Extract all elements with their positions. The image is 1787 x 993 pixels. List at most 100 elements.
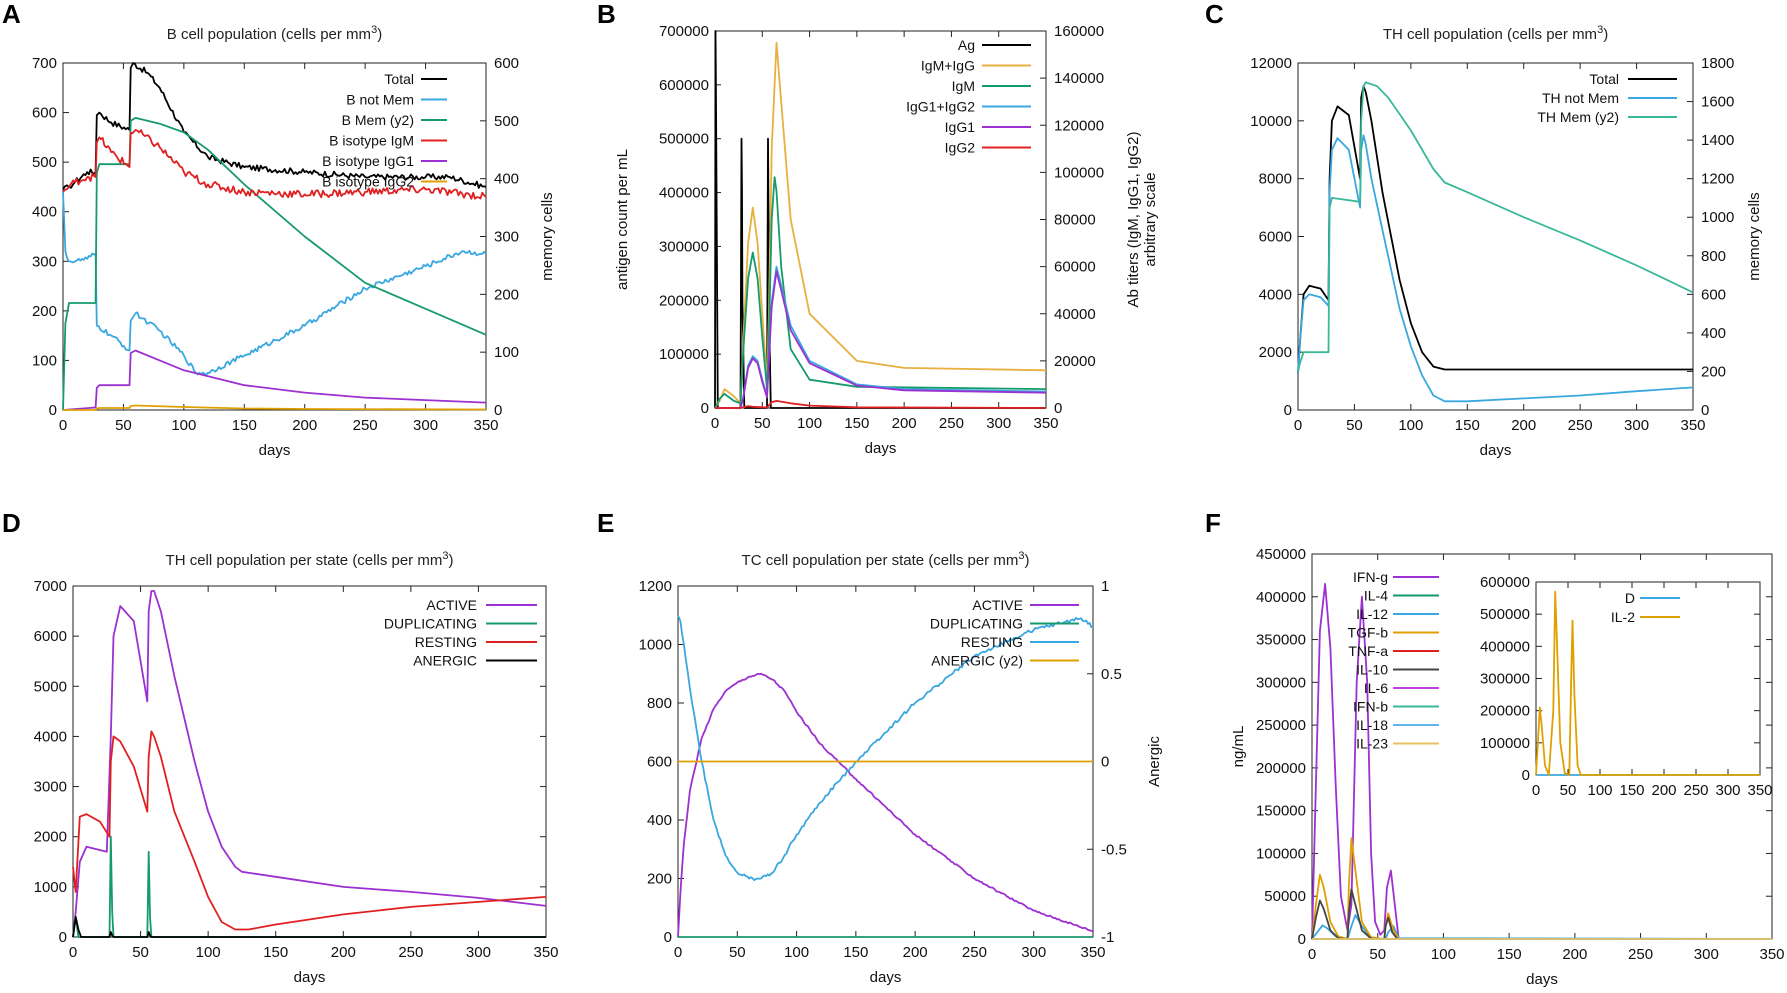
panel-f-x-tick-label: 250 — [1628, 946, 1653, 963]
panel-f-legend-label: IL-4 — [1364, 588, 1388, 604]
panel-e-x-tick-label: 350 — [1080, 944, 1105, 961]
panel-c-legend-label: TH Mem (y2) — [1537, 109, 1619, 125]
panel-a-series-total — [62, 62, 487, 190]
panel-f-inset-y-tick-label: 300000 — [1480, 671, 1530, 688]
panel-c-y2-tick-label: 200 — [1701, 363, 1726, 380]
panel-f-inset-legend-label: IL-2 — [1611, 609, 1635, 625]
panel-d-x-axis-label: days — [294, 969, 326, 986]
panel-a-y-tick-label: 700 — [32, 55, 57, 72]
panel-d-x-tick-label: 150 — [263, 944, 288, 961]
panel-a-legend-label: B Mem (y2) — [342, 112, 414, 128]
panel-c: C TH cell population (cells per mm3) 0 50 10… — [1205, 0, 1763, 459]
panel-e-y-tick-label: 600 — [647, 754, 672, 771]
panel-f-inset-x-tick-label: 200 — [1651, 782, 1676, 799]
panel-b-y2-tick-label: 160000 — [1054, 23, 1104, 40]
panel-f-y-tick-label: 50000 — [1264, 888, 1306, 905]
panel-a-y2-tick-label: 300 — [494, 229, 519, 246]
panel-d-series-anergic — [72, 916, 546, 938]
panel-b-series-igg2 — [715, 400, 1047, 409]
panel-a-y2-tick-label: 600 — [494, 55, 519, 72]
panel-c-y-tick-label: 10000 — [1250, 113, 1292, 130]
panel-f-inset-y-tick-label: 100000 — [1480, 735, 1530, 752]
panel-c-x-tick-label: 300 — [1624, 417, 1649, 434]
panel-b-y2-tick-label: 100000 — [1054, 164, 1104, 181]
panel-b-y-tick-label: 300000 — [659, 238, 709, 255]
panel-b-legend-label: IgM — [952, 78, 975, 94]
panel-e-x-tick-label: 250 — [962, 944, 987, 961]
panel-b-x-tick-label: 150 — [844, 415, 869, 432]
panel-b-series-igg1 — [715, 270, 1047, 409]
panel-a-title: B cell population (cells per mm3) — [167, 24, 382, 43]
panel-a-y2-tick-label: 500 — [494, 113, 519, 130]
panel-f-inset-y-tick-label: 500000 — [1480, 606, 1530, 623]
panel-b-series-igm — [714, 176, 1047, 409]
panel-b-y-tick-label: 200000 — [659, 292, 709, 309]
panel-b-y-tick-label: 100000 — [659, 346, 709, 363]
panel-b-y2-tick-label: 60000 — [1054, 259, 1096, 276]
panel-c-y2-tick-label: 1200 — [1701, 171, 1734, 188]
panel-f-inset-x-tick-label: 150 — [1619, 782, 1644, 799]
panel-a-x-tick-label: 350 — [473, 417, 498, 434]
panel-e-series-resting — [677, 614, 1094, 881]
panel-b-legend-label: Ag — [958, 37, 975, 53]
panel-f-y-tick-label: 200000 — [1256, 760, 1306, 777]
panel-f-y-tick-label: 350000 — [1256, 632, 1306, 649]
panel-f-series-tgf-b — [1311, 837, 1772, 940]
panel-b-x-tick-label: 250 — [939, 415, 964, 432]
panel-d-x-tick-label: 100 — [196, 944, 221, 961]
panel-b-y2-tick-label: 40000 — [1054, 306, 1096, 323]
panel-f-inset-y-tick-label: 600000 — [1480, 574, 1530, 591]
panel-f-inset-x-tick-label: 250 — [1683, 782, 1708, 799]
panel-b-y2-tick-label: 140000 — [1054, 70, 1104, 87]
panel-b-y-tick-label: 700000 — [659, 23, 709, 40]
panel-a-y-tick-label: 0 — [49, 402, 57, 419]
panel-f-legend-label: IL-10 — [1356, 662, 1388, 678]
panel-e-y-tick-label: 800 — [647, 695, 672, 712]
panel-d-title: TH cell population per state (cells per … — [166, 550, 454, 569]
panel-d-series-duplicating — [72, 835, 546, 938]
panel-a-x-tick-label: 100 — [171, 417, 196, 434]
panel-e-y-tick-label: 400 — [647, 812, 672, 829]
panel-b-series-ag — [714, 30, 1046, 409]
panel-e-x-axis-label: days — [870, 969, 902, 986]
panel-c-label: C — [1205, 0, 1224, 29]
panel-f-x-tick-label: 350 — [1759, 946, 1784, 963]
panel-d-series-active — [72, 590, 547, 938]
panel-f-y-tick-label: 150000 — [1256, 803, 1306, 820]
panel-f-y-tick-label: 450000 — [1256, 546, 1306, 563]
panel-f-y-tick-label: 300000 — [1256, 674, 1306, 691]
panel-c-series-total — [1297, 85, 1693, 373]
panel-a-y-tick-label: 600 — [32, 105, 57, 122]
panel-c-x-tick-label: 250 — [1568, 417, 1593, 434]
panel-f-y-tick-label: 250000 — [1256, 717, 1306, 734]
panel-d-x-tick-label: 250 — [398, 944, 423, 961]
panel-a-y2-tick-label: 200 — [494, 286, 519, 303]
panel-f-inset-y-tick-label: 200000 — [1480, 703, 1530, 720]
panel-f-x-tick-label: 0 — [1308, 946, 1316, 963]
panel-e-x-tick-label: 100 — [784, 944, 809, 961]
panel-d-y-tick-label: 5000 — [34, 678, 67, 695]
panel-b-y-tick-label: 500000 — [659, 131, 709, 148]
panel-e-y2-tick-label: -0.5 — [1101, 841, 1127, 858]
panel-e-y2-tick-label: 0.5 — [1101, 666, 1122, 683]
panel-b-x-tick-label: 0 — [711, 415, 719, 432]
panel-e-x-tick-label: 0 — [674, 944, 682, 961]
panel-a-x-tick-label: 300 — [413, 417, 438, 434]
panel-b-label: B — [597, 0, 616, 29]
panel-f-legend-label: TGF-b — [1348, 625, 1389, 641]
panel-c-x-tick-label: 50 — [1346, 417, 1363, 434]
panel-f-inset-legend-label: D — [1625, 590, 1635, 606]
panel-f-series-il-10 — [1311, 888, 1772, 940]
panel-d-y-tick-label: 7000 — [34, 578, 67, 595]
panel-a-series-b-mem-y2 — [62, 117, 487, 411]
panel-e-label: E — [597, 508, 614, 538]
panel-f-y-tick-label: 100000 — [1256, 845, 1306, 862]
panel-b-y-tick-label: 600000 — [659, 77, 709, 94]
panel-a: A B cell population (cells per mm3) 0 50 100… — [2, 0, 556, 459]
panel-d-label: D — [2, 508, 21, 538]
panel-f-legend-label: IL-6 — [1364, 680, 1388, 696]
panel-d-legend-label: DUPLICATING — [384, 616, 477, 632]
panel-e-legend-label: ACTIVE — [972, 597, 1023, 613]
panel-a-legend-label: Total — [384, 71, 414, 87]
panel-e-y2-axis-label: Anergic — [1146, 736, 1163, 787]
